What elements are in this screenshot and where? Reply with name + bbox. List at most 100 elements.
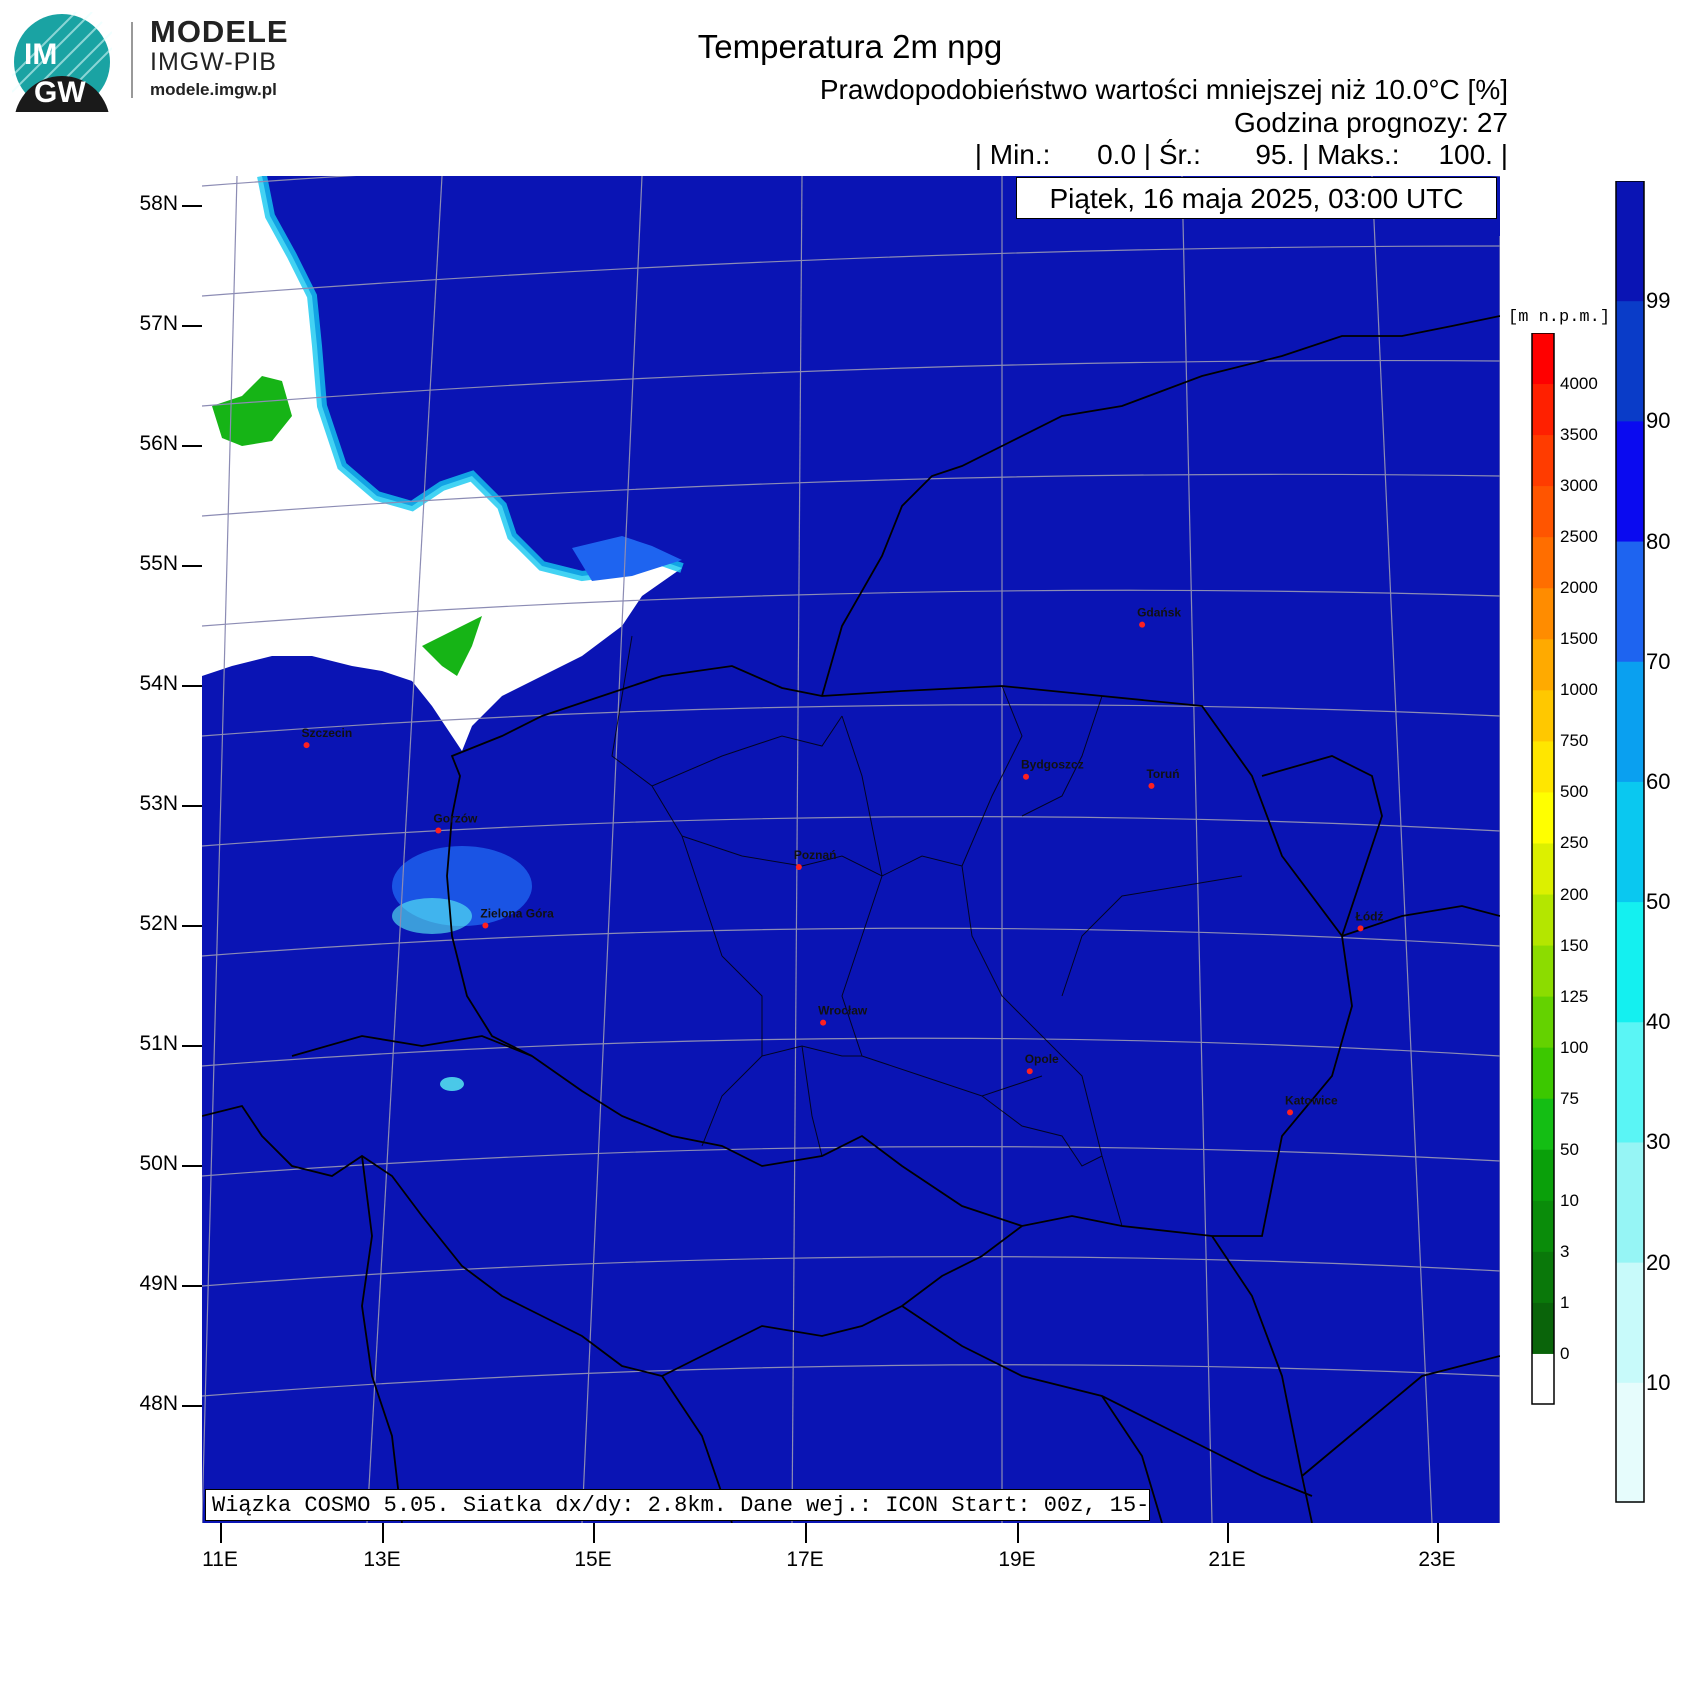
elevation-legend-swatch: [1532, 1251, 1554, 1304]
elevation-legend-frame: [1531, 333, 1555, 1405]
city-marker: [1287, 1109, 1294, 1116]
lat-tick: [182, 205, 202, 207]
country-borders: [202, 315, 1500, 1523]
lon-tick-label: 23E: [1418, 1548, 1456, 1571]
elevation-legend-label: 3: [1560, 1241, 1570, 1261]
elevation-legend-label: 2500: [1560, 527, 1598, 547]
city-marker: [303, 742, 310, 749]
city-marker: [1357, 925, 1364, 932]
probability-legend-swatch: [1616, 1022, 1644, 1143]
lon-tick: [593, 1523, 595, 1543]
probability-legend-label: 40: [1646, 1009, 1671, 1035]
elevation-legend-swatch: [1532, 1098, 1554, 1151]
elevation-legend-label: 10: [1560, 1190, 1579, 1210]
elevation-legend-swatch: [1532, 384, 1554, 436]
forecast-map[interactable]: GdańskSuwałkiOlsztynBiałystokSzczecinByd…: [202, 176, 1500, 1523]
elevation-legend-label: 0: [1560, 1343, 1570, 1363]
city-marker: [1148, 782, 1155, 789]
city-label: Opole: [1025, 1052, 1059, 1066]
voivodeship-borders: [611, 635, 1243, 1227]
probability-legend-swatch: [1616, 781, 1644, 903]
logo-title: MODELE: [150, 14, 289, 49]
city-label: Szczecin: [302, 726, 353, 740]
elevation-legend-label: 125: [1560, 986, 1589, 1006]
probability-legend-label: 99: [1646, 288, 1671, 314]
elevation-legend-swatch: [1532, 792, 1554, 844]
elevation-legend-swatch: [1532, 1200, 1554, 1253]
imgw-logo: IM GW: [12, 12, 112, 112]
city-label: Łódź: [1356, 909, 1384, 923]
elevation-legend-label: 50: [1560, 1139, 1579, 1159]
logo-badge-top: IM: [24, 38, 57, 71]
elevation-legend-swatch: [1532, 894, 1554, 947]
elevation-legend-swatch: [1532, 639, 1554, 691]
probability-legend-bar: [1615, 181, 1645, 1503]
lon-tick: [220, 1523, 222, 1543]
lat-tick-label: 48N: [139, 1392, 178, 1415]
elevation-legend-swatch: [1532, 588, 1554, 640]
lon-tick-label: 17E: [786, 1548, 824, 1571]
elevation-legend-swatch: [1532, 537, 1554, 589]
elevation-legend-label: 250: [1560, 833, 1589, 853]
probability-legend-label: 20: [1646, 1249, 1671, 1275]
elevation-legend-swatch: [1532, 333, 1554, 385]
lat-tick-label: 57N: [139, 312, 178, 335]
probability-legend-swatch: [1616, 1382, 1644, 1503]
city-label: Wrocław: [818, 1004, 868, 1018]
logo-divider: [131, 22, 133, 98]
green-land-usedom: [422, 616, 482, 676]
probability-legend-label: 90: [1646, 408, 1671, 434]
lat-tick-label: 51N: [139, 1032, 178, 1055]
stats-line: | Min.: 0.0 | Śr.: 95. | Maks.: 100. |: [974, 139, 1508, 170]
elevation-legend-label: 4000: [1560, 374, 1598, 394]
page-title: Temperatura 2m npg: [697, 28, 1003, 65]
elevation-legend-label: 750: [1560, 731, 1589, 751]
low-probability-area: [202, 176, 682, 751]
elevation-legend-swatch: [1532, 843, 1554, 896]
probability-legend-label: 30: [1646, 1129, 1671, 1155]
lat-tick-label: 55N: [139, 552, 178, 575]
city-marker: [1139, 621, 1146, 628]
lat-tick-label: 49N: [139, 1272, 178, 1295]
elevation-legend-swatch: [1532, 435, 1554, 487]
lon-tick: [1017, 1523, 1019, 1543]
elevation-legend-label: 3500: [1560, 425, 1598, 445]
lat-tick: [182, 325, 202, 327]
city-marker: [435, 827, 442, 834]
lat-tick-label: 54N: [139, 672, 178, 695]
lat-tick: [182, 685, 202, 687]
lat-tick-label: 52N: [139, 912, 178, 935]
city-marker: [820, 1019, 827, 1026]
lon-tick: [805, 1523, 807, 1543]
probability-legend-swatch: [1616, 421, 1644, 543]
city-label: Gdańsk: [1137, 606, 1181, 620]
elevation-legend-swatch: [1532, 945, 1554, 998]
probability-legend-frame: [1615, 181, 1645, 1503]
logo-url[interactable]: modele.imgw.pl: [150, 80, 277, 99]
lat-tick: [182, 565, 202, 567]
probability-legend-swatch: [1616, 181, 1644, 302]
probability-legend-swatch: [1616, 661, 1644, 783]
probability-legend-label: 10: [1646, 1369, 1671, 1395]
elevation-legend-swatch: [1532, 1047, 1554, 1100]
probability-legend-swatch: [1616, 301, 1644, 422]
elevation-legend-swatch: [1532, 1149, 1554, 1202]
city-label: Gorzów: [433, 812, 478, 826]
blue-patch: [572, 536, 682, 581]
lon-tick: [382, 1523, 384, 1543]
page-subtitle: Prawdopodobieństwo wartości mniejszej ni…: [819, 74, 1508, 105]
blue-patch-sw2: [392, 898, 472, 934]
graticule: [202, 176, 1500, 1523]
lon-tick: [1227, 1523, 1229, 1543]
elevation-legend-label: 1000: [1560, 680, 1598, 700]
lon-tick-label: 21E: [1208, 1548, 1246, 1571]
elevation-legend-label: 200: [1560, 884, 1589, 904]
lat-tick: [182, 1405, 202, 1407]
probability-legend-swatch: [1616, 541, 1644, 663]
elevation-legend-swatch: [1532, 690, 1554, 742]
forecast-hour: Godzina prognozy: 27: [1234, 107, 1508, 138]
elevation-legend-label: 500: [1560, 782, 1589, 802]
city-marker: [1023, 773, 1030, 780]
lat-tick: [182, 925, 202, 927]
logo-badge-bottom: GW: [34, 76, 86, 109]
